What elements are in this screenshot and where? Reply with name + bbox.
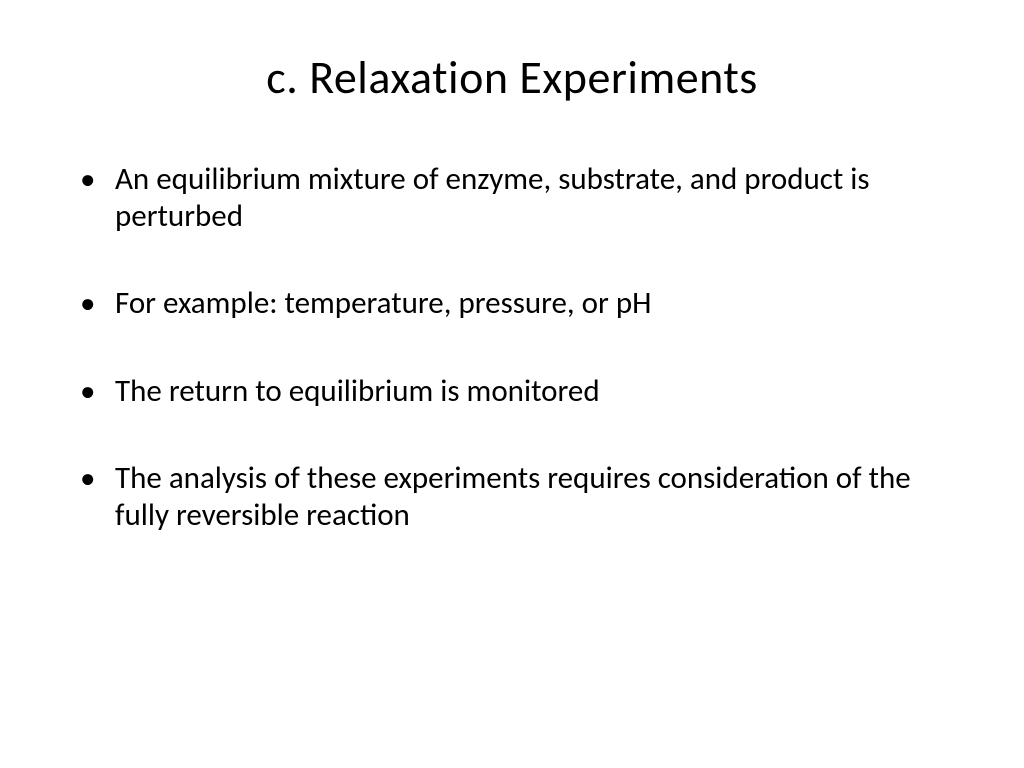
bullet-item: The return to equilibrium is monitored xyxy=(80,373,954,410)
bullet-list: An equilibrium mixture of enzyme, substr… xyxy=(70,161,954,584)
slide-container: c. Relaxation Experiments An equilibrium… xyxy=(0,0,1024,768)
bullet-item: For example: temperature, pressure, or p… xyxy=(80,285,954,322)
slide-title: c. Relaxation Experiments xyxy=(70,50,954,106)
bullet-item: An equilibrium mixture of enzyme, substr… xyxy=(80,161,954,235)
bullet-item: The analysis of these experiments requir… xyxy=(80,460,954,534)
